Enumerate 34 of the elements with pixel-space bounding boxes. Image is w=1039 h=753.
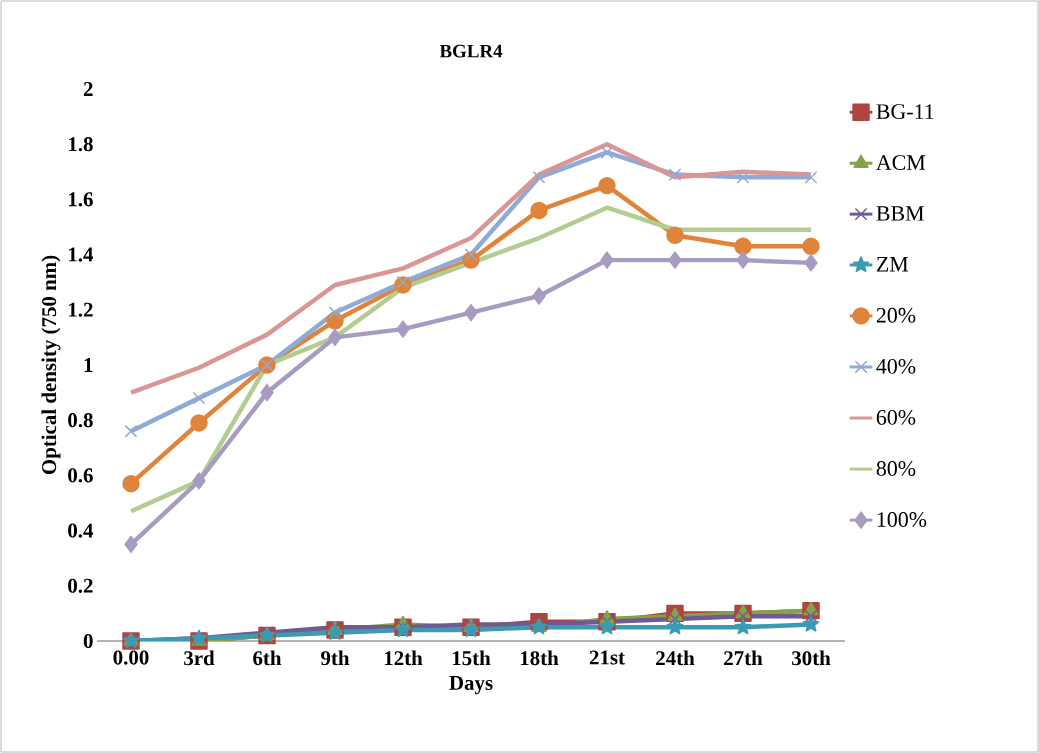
y-tick-label: 2 [83,82,93,96]
y-axis-title: Optical density (750 nm) [41,255,61,475]
legend-label: 60% [876,409,916,425]
legend-label: 80% [876,461,916,476]
x-tick-label: 0.00 [113,650,149,665]
x-tick-label: 24th [656,650,695,666]
y-tick-label: 1.6 [69,192,93,207]
legend-label: ZM [876,257,909,272]
legend-label: 40% [876,358,916,374]
x-tick-label: 18th [520,650,559,666]
x-axis-title: Days [449,676,493,695]
x-tick-label: 15th [452,650,491,666]
y-tick-label: 0.6 [68,468,93,483]
y-tick-label: 0.4 [68,523,94,538]
y-tick-label: 1.4 [69,247,94,262]
legend-label: 20% [876,307,916,323]
y-tick-label: 1.2 [69,302,93,317]
y-tick-label: 1 [84,358,93,372]
x-tick-label: 30th [792,650,831,666]
x-tick-label: 12th [384,650,423,666]
legend-label: 100% [877,512,927,527]
y-tick-label: 1.8 [69,137,93,152]
y-tick-label: 0.8 [68,413,93,428]
chart-title: BGLR4 [439,44,503,58]
x-tick-label: 3rd [184,650,215,666]
legend-label: BBM [876,206,924,221]
x-tick-label: 6th [253,650,282,666]
x-tick-label: 9th [321,650,350,666]
legend-label: ACM [876,155,926,170]
y-tick-label: 0 [83,633,93,649]
x-tick-label: 27th [724,650,763,666]
y-tick-label: 0.2 [68,578,93,593]
x-tick-label: 21st [589,650,625,665]
legend-label: BG-11 [876,104,934,119]
